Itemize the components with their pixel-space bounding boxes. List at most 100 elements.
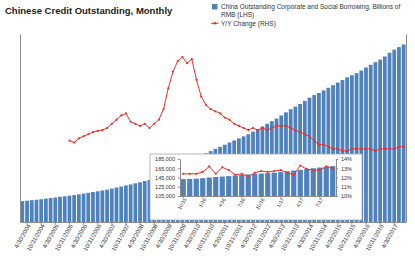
tick-mark — [336, 196, 338, 197]
tick-label: 185,000 — [155, 156, 175, 162]
marker — [238, 125, 240, 127]
bar — [35, 200, 39, 222]
tick-label: 1/16 — [197, 197, 207, 209]
marker — [271, 127, 273, 129]
tick-mark — [336, 159, 338, 160]
bar — [63, 196, 67, 222]
bar — [124, 185, 128, 222]
marker — [215, 173, 217, 175]
bar — [58, 197, 62, 222]
marker — [191, 58, 193, 60]
marker — [332, 167, 334, 169]
bar — [220, 177, 225, 196]
bar — [138, 182, 142, 222]
axis-line — [21, 222, 407, 223]
marker — [337, 148, 339, 150]
marker — [210, 108, 212, 110]
tick-label: 12% — [341, 175, 352, 181]
marker — [267, 171, 269, 173]
marker — [153, 123, 155, 125]
bar — [20, 201, 24, 222]
marker — [120, 114, 122, 116]
tick-label: 4/30/2017 — [380, 223, 399, 250]
marker — [219, 112, 221, 114]
bar — [100, 190, 104, 222]
marker — [398, 146, 400, 148]
bar — [317, 168, 322, 196]
marker — [177, 60, 179, 62]
bar — [369, 65, 373, 222]
marker — [388, 148, 390, 150]
tick-mark — [178, 159, 180, 160]
marker — [247, 175, 249, 177]
marker — [148, 127, 150, 129]
marker — [384, 148, 386, 150]
bar — [49, 198, 53, 222]
line-markers — [182, 164, 334, 177]
marker — [370, 148, 372, 150]
tick: 7/16 — [236, 196, 246, 208]
line — [69, 57, 403, 151]
chart-container: 4/30/200410/31/20044/30/200510/31/20054/… — [0, 0, 415, 260]
marker — [111, 123, 113, 125]
bar — [200, 178, 205, 196]
marker — [360, 148, 362, 150]
marker — [304, 133, 306, 135]
bar — [298, 170, 303, 196]
axis-line — [20, 35, 21, 223]
bar — [330, 166, 335, 196]
x-axis: 10/151/164/167/1610/161/174/177/17 — [176, 196, 336, 211]
marker — [266, 129, 268, 131]
bar — [259, 174, 264, 196]
marker — [101, 129, 103, 131]
bar — [246, 174, 251, 196]
tick-label: 7/16 — [236, 197, 246, 209]
marker — [97, 130, 99, 132]
chart-svg: 4/30/200410/31/20044/30/200510/31/20054/… — [0, 0, 415, 260]
marker — [341, 150, 343, 152]
marker — [162, 108, 164, 110]
marker — [355, 148, 357, 150]
legend-label: China Outstanding Corporate and Social B… — [221, 3, 400, 19]
tick-label: 11% — [341, 184, 352, 190]
tick: 165,000 — [155, 166, 180, 172]
legend-label-line: RMB (LHS) — [221, 11, 254, 19]
marker — [252, 127, 254, 129]
marker — [273, 170, 275, 172]
axis-line — [406, 35, 407, 223]
tick-label: 10/16 — [254, 197, 266, 211]
marker — [275, 125, 277, 127]
bar — [374, 62, 378, 222]
marker — [319, 169, 321, 171]
legend: China Outstanding Corporate and Social B… — [211, 3, 400, 28]
tick: 1/16 — [197, 196, 207, 208]
marker — [221, 166, 223, 168]
marker — [233, 123, 235, 125]
marker — [299, 131, 301, 133]
marker — [158, 119, 160, 121]
plot-marks — [20, 44, 405, 222]
marker — [312, 169, 314, 171]
bar — [68, 196, 72, 222]
marker — [280, 125, 282, 127]
tick: 12% — [336, 175, 352, 181]
marker — [379, 148, 381, 150]
marker — [234, 174, 236, 176]
axis: 105,000125,000145,000165,000185,000 — [155, 156, 180, 199]
marker — [374, 150, 376, 152]
tick: 145,000 — [155, 175, 180, 181]
bar — [105, 190, 109, 222]
bar-series — [181, 166, 336, 196]
bar — [226, 176, 231, 196]
bar — [392, 50, 396, 222]
x-axis: 4/30/200410/31/20044/30/200510/31/20054/… — [13, 222, 406, 252]
marker — [308, 135, 310, 137]
marker — [205, 104, 207, 106]
marker — [208, 165, 210, 167]
bar — [233, 175, 238, 196]
tick-label: 105,000 — [155, 193, 175, 199]
marker — [260, 170, 262, 172]
bar — [30, 200, 34, 222]
tick: 1/17 — [275, 196, 285, 208]
bar — [194, 179, 199, 196]
